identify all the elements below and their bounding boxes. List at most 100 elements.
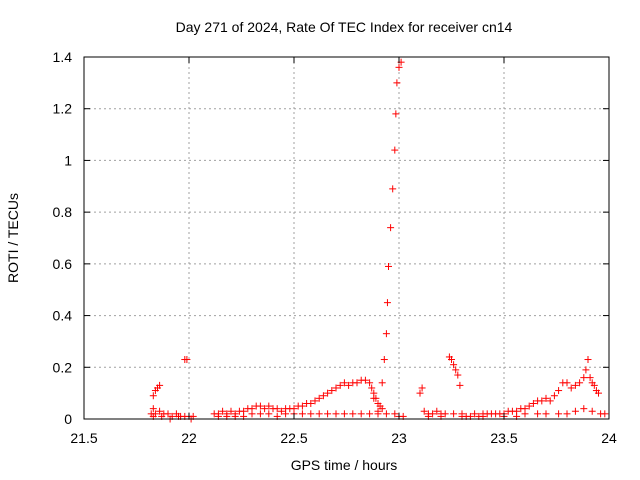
data-point <box>328 387 336 395</box>
data-point <box>550 392 558 400</box>
data-point <box>584 356 592 364</box>
y-tick-label: 0.8 <box>53 204 73 220</box>
data-point <box>571 407 579 415</box>
data-point <box>380 356 388 364</box>
data-point <box>391 146 399 154</box>
data-point <box>378 405 386 413</box>
data-point <box>529 399 537 407</box>
y-tick-label: 0.6 <box>53 256 73 272</box>
data-point <box>183 356 191 364</box>
data-point <box>366 379 374 387</box>
data-point <box>374 407 382 415</box>
data-point <box>298 410 306 418</box>
data-point <box>576 379 584 387</box>
data-point <box>307 410 315 418</box>
data-point <box>580 374 588 382</box>
y-tick-label: 0.2 <box>53 359 73 375</box>
x-tick-label: 22.5 <box>280 430 307 446</box>
data-point <box>336 381 344 389</box>
data-point <box>555 410 563 418</box>
data-point <box>393 79 401 87</box>
grid <box>84 57 609 419</box>
data-point <box>282 410 290 418</box>
data-point <box>420 407 428 415</box>
data-point <box>433 407 441 415</box>
data-point <box>588 407 596 415</box>
data-point <box>349 410 357 418</box>
data-point <box>324 410 332 418</box>
x-tick-label: 23 <box>391 430 407 446</box>
data-point <box>601 410 609 418</box>
data-point <box>324 389 332 397</box>
data-point <box>563 379 571 387</box>
data-point <box>595 389 602 397</box>
x-tick-label: 22 <box>181 430 197 446</box>
data-point <box>571 381 579 389</box>
data-point <box>418 384 426 392</box>
data-point <box>395 63 403 71</box>
data-point <box>567 384 575 392</box>
data-point <box>156 407 164 415</box>
data-point <box>555 387 563 395</box>
data-point <box>586 374 594 382</box>
x-tick-label: 21.5 <box>70 430 97 446</box>
data-point <box>315 394 323 402</box>
data-point <box>345 381 353 389</box>
data-point <box>273 405 281 413</box>
data-point <box>582 366 590 374</box>
data-point <box>546 397 554 405</box>
data-point <box>448 356 455 364</box>
data-point <box>361 376 369 384</box>
data-point <box>429 410 437 418</box>
data-point <box>456 381 464 389</box>
data-point <box>340 410 348 418</box>
data-point <box>256 402 264 410</box>
data-point <box>248 410 256 418</box>
data-point <box>454 371 462 379</box>
axis-ticks: 21.5 22 22.5 23 23.5 24 0 0.2 0.4 0.6 0.8 1 1.2 1.4 <box>53 49 617 446</box>
data-point <box>538 397 546 405</box>
data-point <box>340 379 348 387</box>
chart-title: Day 271 of 2024, Rate Of TEC Index for r… <box>176 19 513 35</box>
data-point <box>382 330 390 338</box>
y-axis-label: ROTI / TECUs <box>5 193 21 283</box>
data-point <box>452 366 460 374</box>
x-tick-label: 23.5 <box>490 430 517 446</box>
data-point <box>521 410 529 418</box>
data-point <box>353 379 361 387</box>
data-point <box>389 185 397 193</box>
x-axis-label: GPS time / hours <box>291 457 398 473</box>
y-tick-label: 0 <box>64 411 72 427</box>
data-point <box>156 381 164 389</box>
data-point <box>471 410 479 418</box>
data-point <box>307 399 315 407</box>
y-tick-label: 1 <box>64 152 72 168</box>
data-point <box>164 410 172 418</box>
data-point <box>332 410 340 418</box>
data-point <box>265 402 273 410</box>
data-point <box>542 394 550 402</box>
data-point <box>366 410 374 418</box>
data-point <box>256 410 264 418</box>
data-point <box>385 262 392 270</box>
data-point <box>332 384 340 392</box>
data-point <box>450 361 458 369</box>
plot-frame <box>83 56 610 420</box>
data-point <box>298 402 306 410</box>
data-point <box>149 392 157 400</box>
data-point <box>311 397 319 405</box>
data-point <box>357 410 365 418</box>
data-point <box>368 384 376 392</box>
y-tick-label: 1.2 <box>53 101 73 117</box>
y-tick-label: 0.4 <box>53 308 73 324</box>
data-point <box>590 381 598 389</box>
x-tick-label: 24 <box>601 430 617 446</box>
data-point <box>387 224 395 232</box>
data-point <box>534 410 542 418</box>
data-point <box>378 379 386 387</box>
y-tick-label: 1.4 <box>53 49 73 65</box>
data-point <box>383 299 391 307</box>
data-point <box>370 394 378 402</box>
data-point <box>149 405 157 413</box>
